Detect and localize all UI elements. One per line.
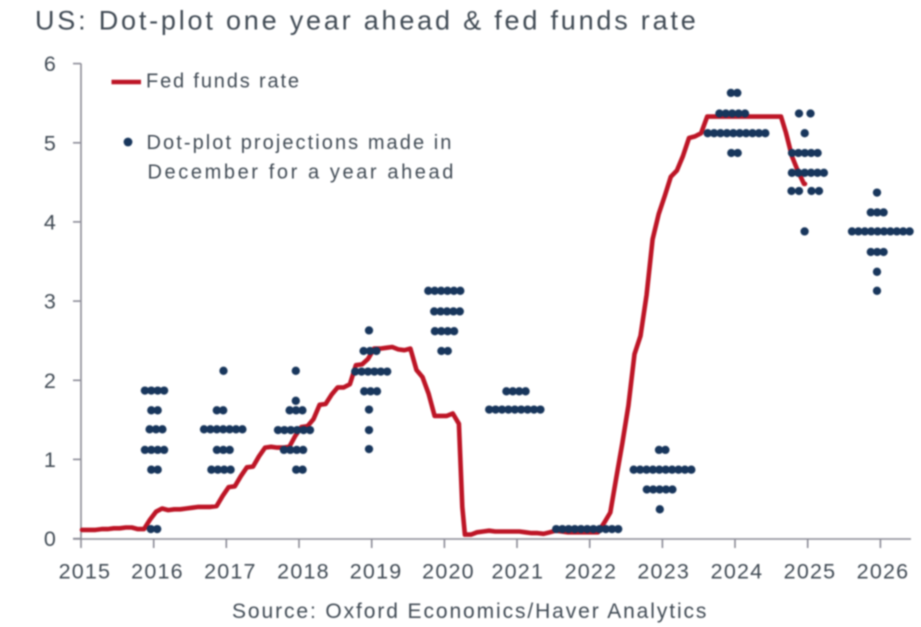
svg-text:2026: 2026 [857,560,910,584]
svg-text:December for a year ahead: December for a year ahead [148,162,456,184]
svg-text:US: Dot-plot one year ahead &: US: Dot-plot one year ahead & fed funds … [35,6,699,36]
svg-text:2: 2 [44,369,57,393]
svg-text:Source: Oxford Economics/Haver: Source: Oxford Economics/Haver Analytics [232,600,708,623]
svg-text:2022: 2022 [565,560,618,584]
svg-text:2021: 2021 [491,560,544,584]
svg-text:5: 5 [44,131,57,155]
svg-text:2023: 2023 [637,560,690,584]
svg-text:2015: 2015 [59,560,112,584]
svg-text:2017: 2017 [204,560,257,584]
svg-text:2018: 2018 [277,560,330,584]
svg-text:6: 6 [44,52,57,76]
svg-text:Fed funds rate: Fed funds rate [146,71,301,93]
svg-text:2016: 2016 [131,560,184,584]
svg-text:Dot-plot projections made in: Dot-plot projections made in [147,132,454,154]
svg-text:2020: 2020 [422,560,475,584]
svg-text:0: 0 [44,527,57,551]
svg-text:1: 1 [44,448,57,472]
svg-text:4: 4 [44,211,57,235]
svg-text:3: 3 [44,290,57,314]
svg-text:2025: 2025 [784,560,837,584]
svg-text:2019: 2019 [350,560,403,584]
svg-text:2024: 2024 [711,560,764,584]
